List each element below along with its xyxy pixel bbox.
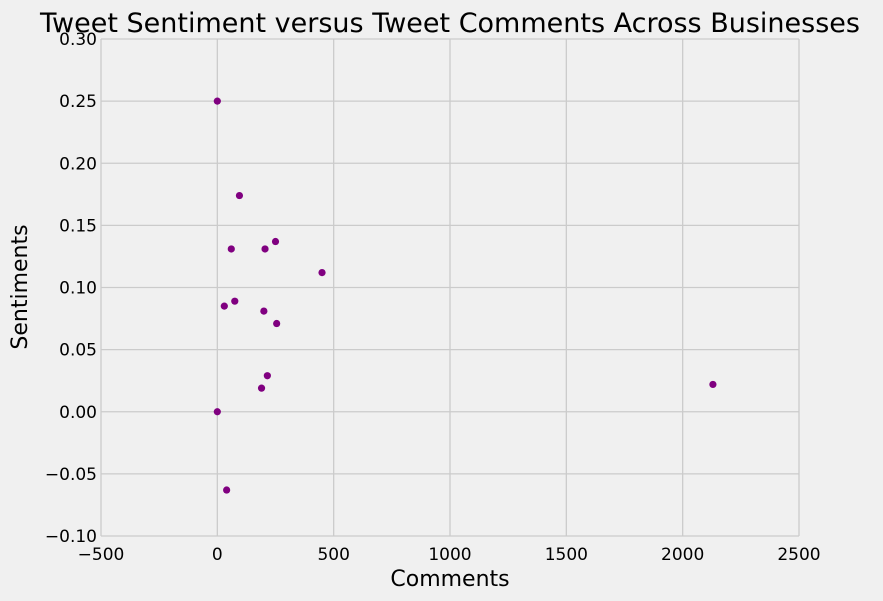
x-axis-label: Comments [390,567,509,592]
grid [100,38,800,537]
data-point [213,97,221,105]
y-tick-label: 0.25 [59,92,97,112]
x-tick-label: 0 [212,545,223,565]
x-tick-label: −500 [78,545,125,565]
tick-labels: −500 0 500 1000 1500 2000 2500 −0.10 −0.05 0.00 0.… [45,30,821,565]
y-tick-label: 0.10 [59,279,97,299]
y-tick-label: 0.05 [59,341,97,361]
data-point [709,380,717,389]
data-points [213,97,717,494]
data-point [220,302,228,310]
data-point [223,486,231,494]
data-point [271,237,280,246]
y-tick-label: 0.15 [59,216,97,236]
x-tick-label: 2500 [777,545,820,565]
data-point [260,307,268,315]
y-tick-label: 0.20 [59,154,97,174]
data-point [318,268,326,277]
chart-title: Tweet Sentiment versus Tweet Comments Ac… [39,8,860,39]
data-point [227,245,235,253]
x-tick-label: 1000 [428,545,471,565]
y-axis-label: Sentiments [8,224,33,349]
y-tick-label: 0.00 [59,403,97,423]
data-point [235,191,244,200]
data-point [273,319,281,328]
data-point [257,384,266,392]
y-tick-label: 0.30 [59,30,97,50]
x-tick-label: 1500 [545,545,588,565]
data-point [213,408,221,416]
data-point [231,297,239,305]
data-point [263,372,271,380]
y-tick-label: −0.10 [45,527,97,547]
x-tick-label: 500 [317,545,349,565]
data-point [261,245,269,253]
x-tick-label: 2000 [661,545,704,565]
y-tick-label: −0.05 [45,465,97,485]
